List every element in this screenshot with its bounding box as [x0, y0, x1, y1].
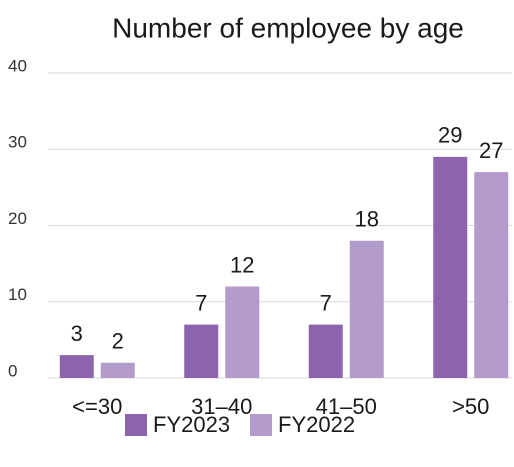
bar: [308, 324, 343, 378]
y-tick-label: 0: [8, 361, 17, 380]
bar: [59, 355, 94, 378]
x-tick-label: 41–50: [316, 394, 377, 419]
y-tick-label: 20: [8, 209, 27, 228]
bar: [433, 156, 468, 378]
value-label: 12: [230, 252, 254, 277]
bar: [474, 172, 509, 378]
value-label: 18: [355, 207, 379, 232]
value-label: 7: [195, 290, 207, 315]
y-tick-label: 30: [8, 133, 27, 152]
legend-swatch: [125, 414, 147, 436]
legend-swatch: [250, 414, 272, 436]
value-label: 7: [320, 290, 332, 315]
chart-title: Number of employee by age: [112, 12, 464, 43]
legend-label: FY2023: [153, 412, 230, 437]
bar: [184, 324, 219, 378]
legend-label: FY2022: [278, 412, 355, 437]
value-label: 2: [112, 329, 124, 354]
bar: [349, 240, 384, 378]
x-tick-label: 31–40: [191, 394, 252, 419]
x-tick-label: <=30: [72, 394, 122, 419]
y-tick-label: 10: [8, 285, 27, 304]
bar: [225, 286, 260, 378]
bar: [100, 362, 135, 378]
x-tick-label: >50: [452, 394, 489, 419]
value-label: 27: [479, 138, 503, 163]
value-label: 3: [71, 321, 83, 346]
y-tick-label: 40: [8, 56, 27, 75]
value-label: 29: [438, 123, 462, 148]
